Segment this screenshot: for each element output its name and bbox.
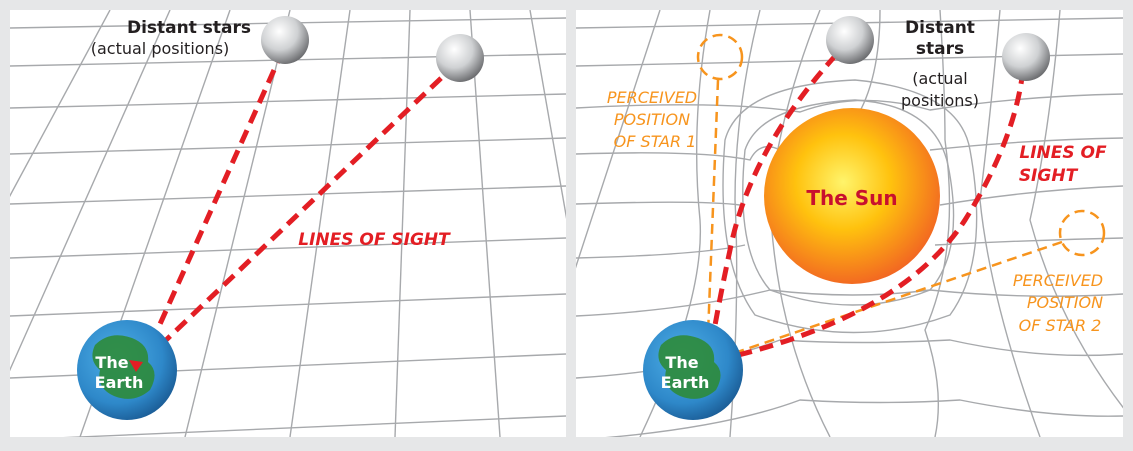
perceived-star2-label-line3: OF STAR 2 [1019, 316, 1102, 335]
star-1-icon [261, 16, 309, 64]
star-2-icon [436, 34, 484, 82]
right-stars-label-line2: stars [916, 39, 964, 59]
right-stars-label-line4: positions) [901, 91, 979, 110]
right-lines-of-sight-label-line2: SIGHT [1019, 166, 1079, 186]
line-of-sight-star2 [141, 61, 459, 364]
left-panel: Distant stars (actual positions) LINES O… [10, 10, 566, 437]
perceived-star1-circle [696, 33, 744, 81]
right-stars-label-line3: (actual [912, 69, 968, 88]
line-of-sight-star1 [140, 48, 286, 364]
left-earth-label-line2: Earth [95, 373, 144, 392]
earth-icon [77, 320, 177, 420]
perceived-star2-label-line2: POSITION [1027, 293, 1103, 312]
right-earth-label-line2: Earth [661, 373, 710, 392]
perceived-star1-label-line2: POSITION [614, 110, 690, 129]
sun-label: The Sun [806, 186, 897, 210]
perceived-star1-label-line3: OF STAR 1 [614, 132, 697, 151]
perceived-star2-circle [1058, 209, 1106, 257]
left-earth-label-line1: The [95, 353, 128, 372]
curved-line-of-sight-star2 [708, 69, 1026, 365]
right-lines-of-sight-label-line1: LINES OF [1019, 143, 1107, 163]
right-earth-icon [643, 320, 743, 420]
right-stars-label-line1: Distant [905, 18, 975, 38]
left-lines-of-sight-label: LINES OF SIGHT [298, 230, 451, 250]
curved-line-of-sight-star1 [706, 53, 838, 363]
left-arrow-head [129, 360, 143, 372]
right-earth-label-line1: The [665, 353, 698, 372]
right-star-2-icon [1002, 33, 1050, 81]
right-panel: Distant stars (actual positions) LINES O… [576, 10, 1123, 437]
perceived-star1-label-line1: PERCEIVED [607, 88, 697, 107]
left-stars-label-line1: Distant stars [127, 18, 251, 38]
left-stars-label-line2: (actual positions) [91, 39, 230, 58]
sun-icon [764, 108, 940, 284]
perceived-line-star1 [705, 79, 720, 361]
right-lines-of-sight [706, 53, 1026, 365]
right-perceived-lines [696, 33, 1106, 364]
perceived-star2-label-line1: PERCEIVED [1013, 271, 1103, 290]
perceived-line-star2 [707, 240, 1063, 364]
right-star-1-icon [826, 16, 874, 64]
left-lines-of-sight [140, 48, 459, 364]
